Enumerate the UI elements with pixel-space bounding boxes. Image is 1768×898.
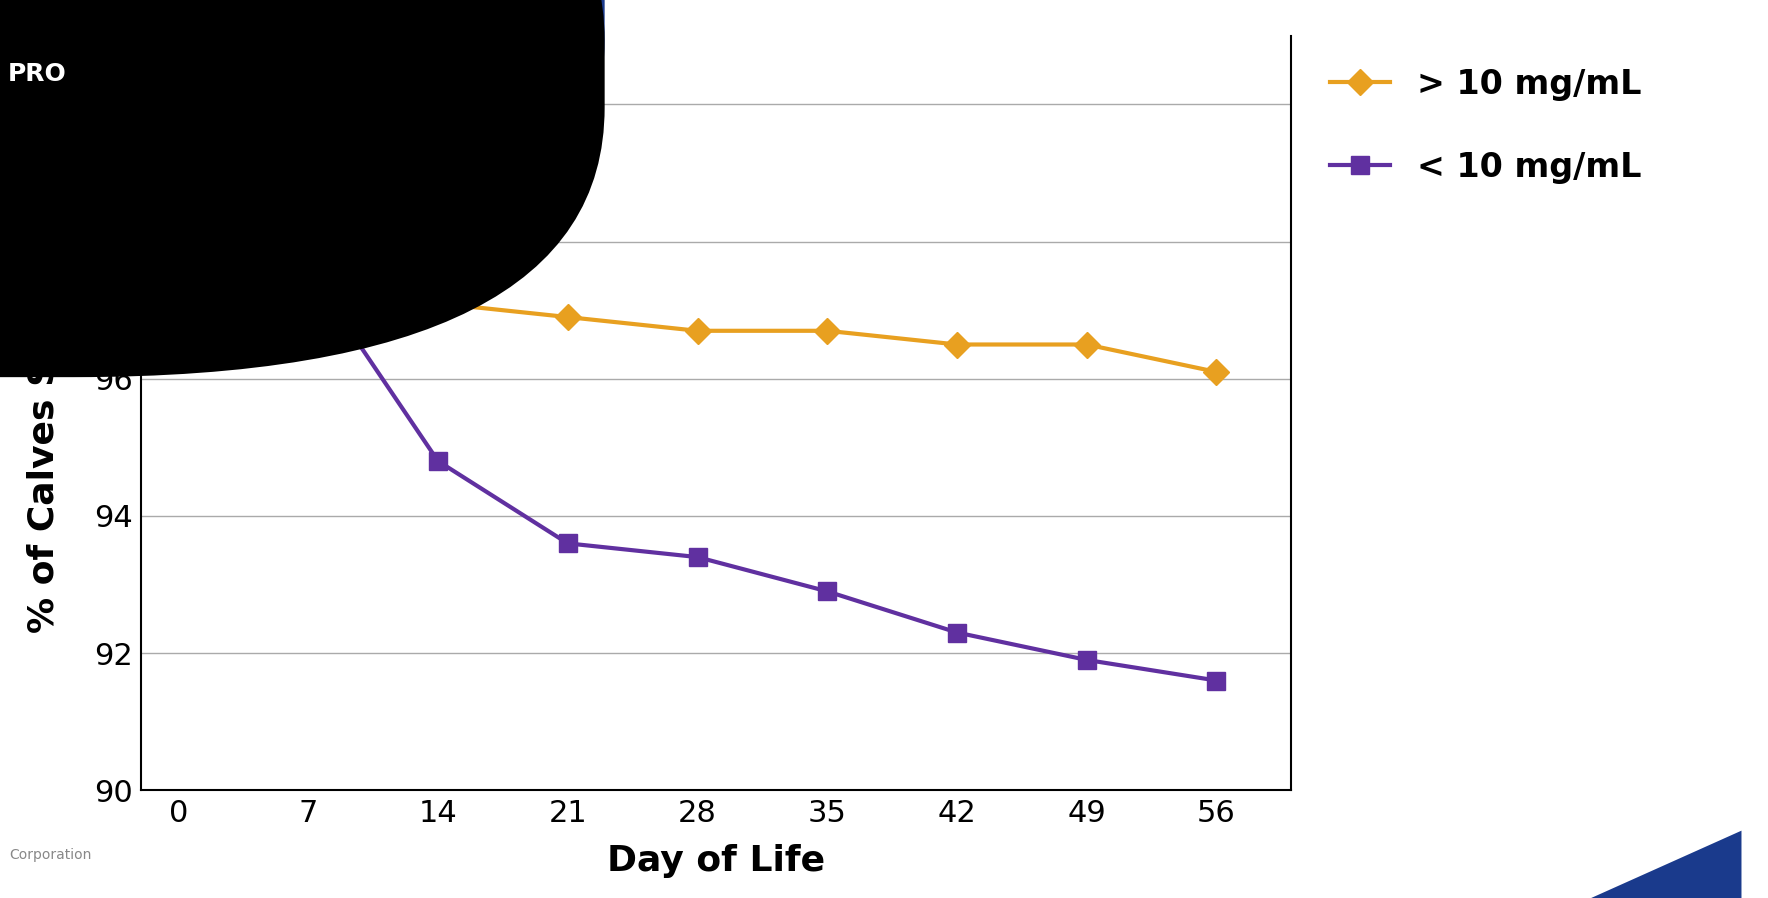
Text: Corporation: Corporation [9,848,92,862]
Legend: > 10 mg/mL, < 10 mg/mL: > 10 mg/mL, < 10 mg/mL [1330,67,1641,184]
< 10 mg/mL [168,99,189,110]
< 10 mg/mL [946,627,967,638]
< 10 mg/mL [688,551,709,562]
Line: < 10 mg/mL: < 10 mg/mL [170,95,1225,690]
Y-axis label: % of Calves Surviving: % of Calves Surviving [27,193,62,633]
< 10 mg/mL [297,264,318,275]
< 10 mg/mL [428,455,449,466]
> 10 mg/mL [297,189,318,199]
< 10 mg/mL [817,586,838,597]
Text: ®: ® [71,54,83,66]
< 10 mg/mL [1206,675,1227,686]
> 10 mg/mL [817,325,838,336]
> 10 mg/mL [168,99,189,110]
< 10 mg/mL [557,538,578,549]
> 10 mg/mL [946,339,967,350]
> 10 mg/mL [1206,366,1227,377]
Text: PRO: PRO [7,62,67,85]
> 10 mg/mL [1077,339,1098,350]
Line: > 10 mg/mL: > 10 mg/mL [170,95,1225,381]
> 10 mg/mL [428,298,449,309]
< 10 mg/mL [1077,655,1098,665]
> 10 mg/mL [688,325,709,336]
> 10 mg/mL [557,312,578,322]
X-axis label: Day of Life: Day of Life [606,844,826,878]
